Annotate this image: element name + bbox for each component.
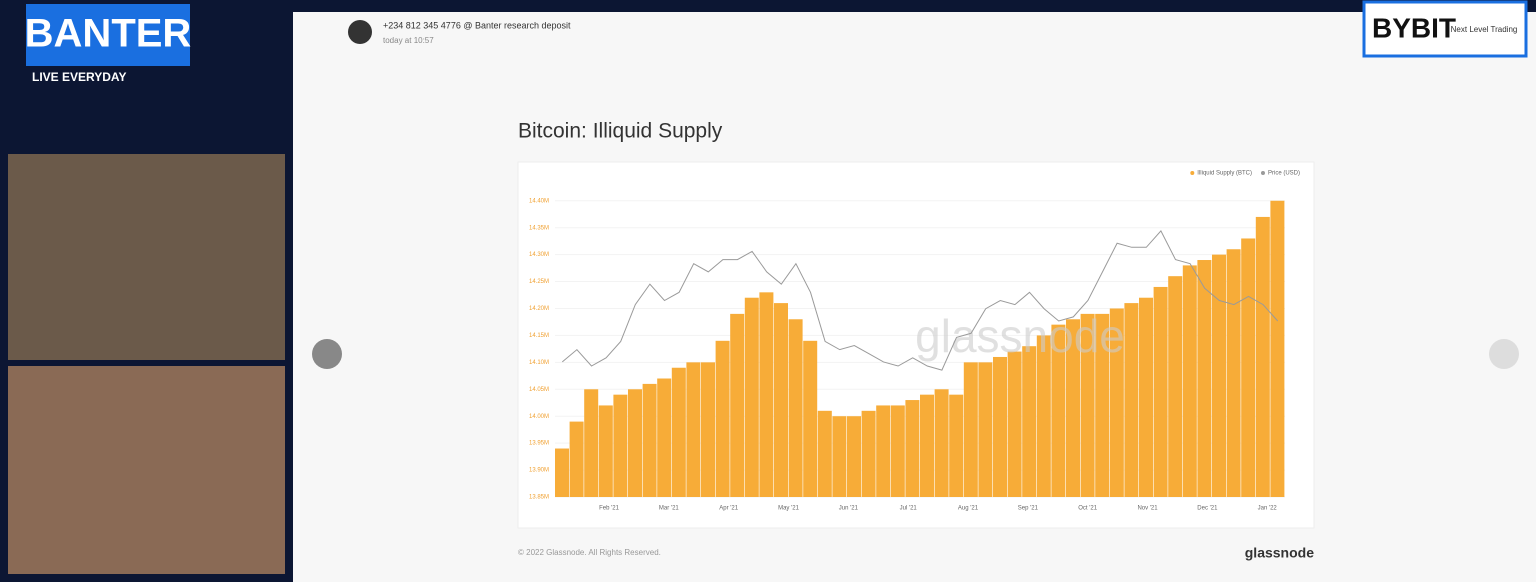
x-tick-label: Aug '21 (958, 506, 979, 512)
brand: BANTER (25, 12, 192, 56)
y-tick-label: 13.90M (529, 468, 549, 474)
y-tick-label: 13.95M (529, 441, 549, 447)
bar (949, 394, 964, 497)
x-tick-label: Apr '21 (719, 506, 738, 512)
bar (861, 410, 876, 497)
post-time: today at 10:57 (383, 36, 434, 45)
y-tick-label: 14.40M (529, 198, 549, 204)
bar (613, 394, 628, 497)
bar (1270, 200, 1285, 498)
legend-label: Price (USD) (1268, 171, 1300, 177)
y-tick-label: 14.20M (529, 306, 549, 312)
webcam-1 (8, 154, 285, 360)
x-tick-label: Feb '21 (599, 506, 619, 512)
bar (774, 303, 788, 497)
watermark: glassnode (915, 310, 1125, 362)
bar (1109, 308, 1124, 497)
x-tick-label: Sep '21 (1018, 506, 1039, 512)
x-tick-label: Nov '21 (1137, 506, 1158, 512)
sponsor-tagline: Next Level Trading (1451, 25, 1518, 34)
bar (686, 362, 701, 497)
bar (1255, 216, 1270, 498)
bar (1197, 260, 1212, 497)
avatar (348, 20, 372, 44)
legend-label: Illiquid Supply (BTC) (1197, 171, 1252, 177)
bar (1241, 238, 1256, 497)
x-tick-label: Jun '21 (839, 506, 859, 512)
bar (1080, 313, 1095, 497)
bar (1124, 303, 1139, 497)
x-tick-label: Jan '22 (1258, 506, 1278, 512)
y-tick-label: 14.25M (529, 279, 549, 285)
y-tick-label: 14.30M (529, 252, 549, 258)
bar (1036, 335, 1051, 497)
sponsor-box (1362, 0, 1528, 58)
legend-swatch (1260, 171, 1265, 175)
bar (1007, 351, 1022, 497)
bar (715, 340, 730, 497)
y-tick-label: 14.15M (529, 333, 549, 339)
bar (1182, 265, 1197, 497)
bar (1226, 249, 1241, 497)
legend-swatch (1190, 171, 1195, 175)
bar (832, 416, 847, 497)
bar (1095, 313, 1110, 497)
price-line (561, 230, 1279, 371)
tagline: LIVE EVERYDAY (32, 70, 126, 84)
bar (584, 389, 599, 497)
sponsor: BYBIT (1372, 12, 1456, 43)
bar (993, 356, 1007, 497)
footer-logo: glassnode (1245, 545, 1314, 561)
webcam-2 (8, 366, 285, 574)
bar (788, 319, 803, 497)
bar (744, 297, 759, 497)
bar (1066, 319, 1080, 497)
bar (803, 340, 818, 497)
bar (905, 400, 920, 497)
bar (628, 389, 642, 497)
bar (1212, 254, 1226, 497)
bar (963, 362, 978, 497)
bar (920, 394, 934, 497)
prev-button[interactable] (312, 339, 342, 369)
bar (1139, 297, 1153, 497)
x-tick-label: Oct '21 (1078, 506, 1097, 512)
bar (555, 448, 569, 497)
bar (890, 405, 905, 497)
x-tick-label: Dec '21 (1197, 506, 1218, 512)
y-tick-label: 14.35M (529, 225, 549, 231)
x-tick-label: Jul '21 (900, 506, 918, 512)
chart-title: Bitcoin: Illiquid Supply (518, 120, 723, 143)
y-tick-label: 14.10M (529, 360, 549, 366)
bar (730, 313, 745, 497)
bar (1051, 324, 1066, 497)
bar (934, 389, 949, 497)
bar (569, 421, 584, 497)
y-tick-label: 13.85M (529, 495, 549, 501)
bar (598, 405, 613, 497)
bar (1022, 346, 1037, 497)
brand-box (26, 4, 190, 66)
next-button[interactable] (1489, 339, 1519, 369)
bar (759, 292, 774, 497)
bar (701, 362, 715, 497)
post-author: +234 812 345 4776 @ Banter research depo… (383, 20, 571, 30)
bar (847, 416, 861, 497)
bar (1153, 286, 1168, 497)
bar (1168, 276, 1183, 497)
y-tick-label: 14.05M (529, 387, 549, 393)
bar (671, 367, 686, 497)
copyright: © 2022 Glassnode. All Rights Reserved. (518, 548, 661, 557)
bar (657, 378, 672, 497)
x-tick-label: May '21 (778, 506, 799, 512)
y-tick-label: 14.00M (529, 414, 549, 420)
x-tick-label: Mar '21 (659, 506, 679, 512)
bar (876, 405, 891, 497)
bar (978, 362, 993, 497)
bar (817, 410, 832, 497)
bar (642, 383, 657, 497)
